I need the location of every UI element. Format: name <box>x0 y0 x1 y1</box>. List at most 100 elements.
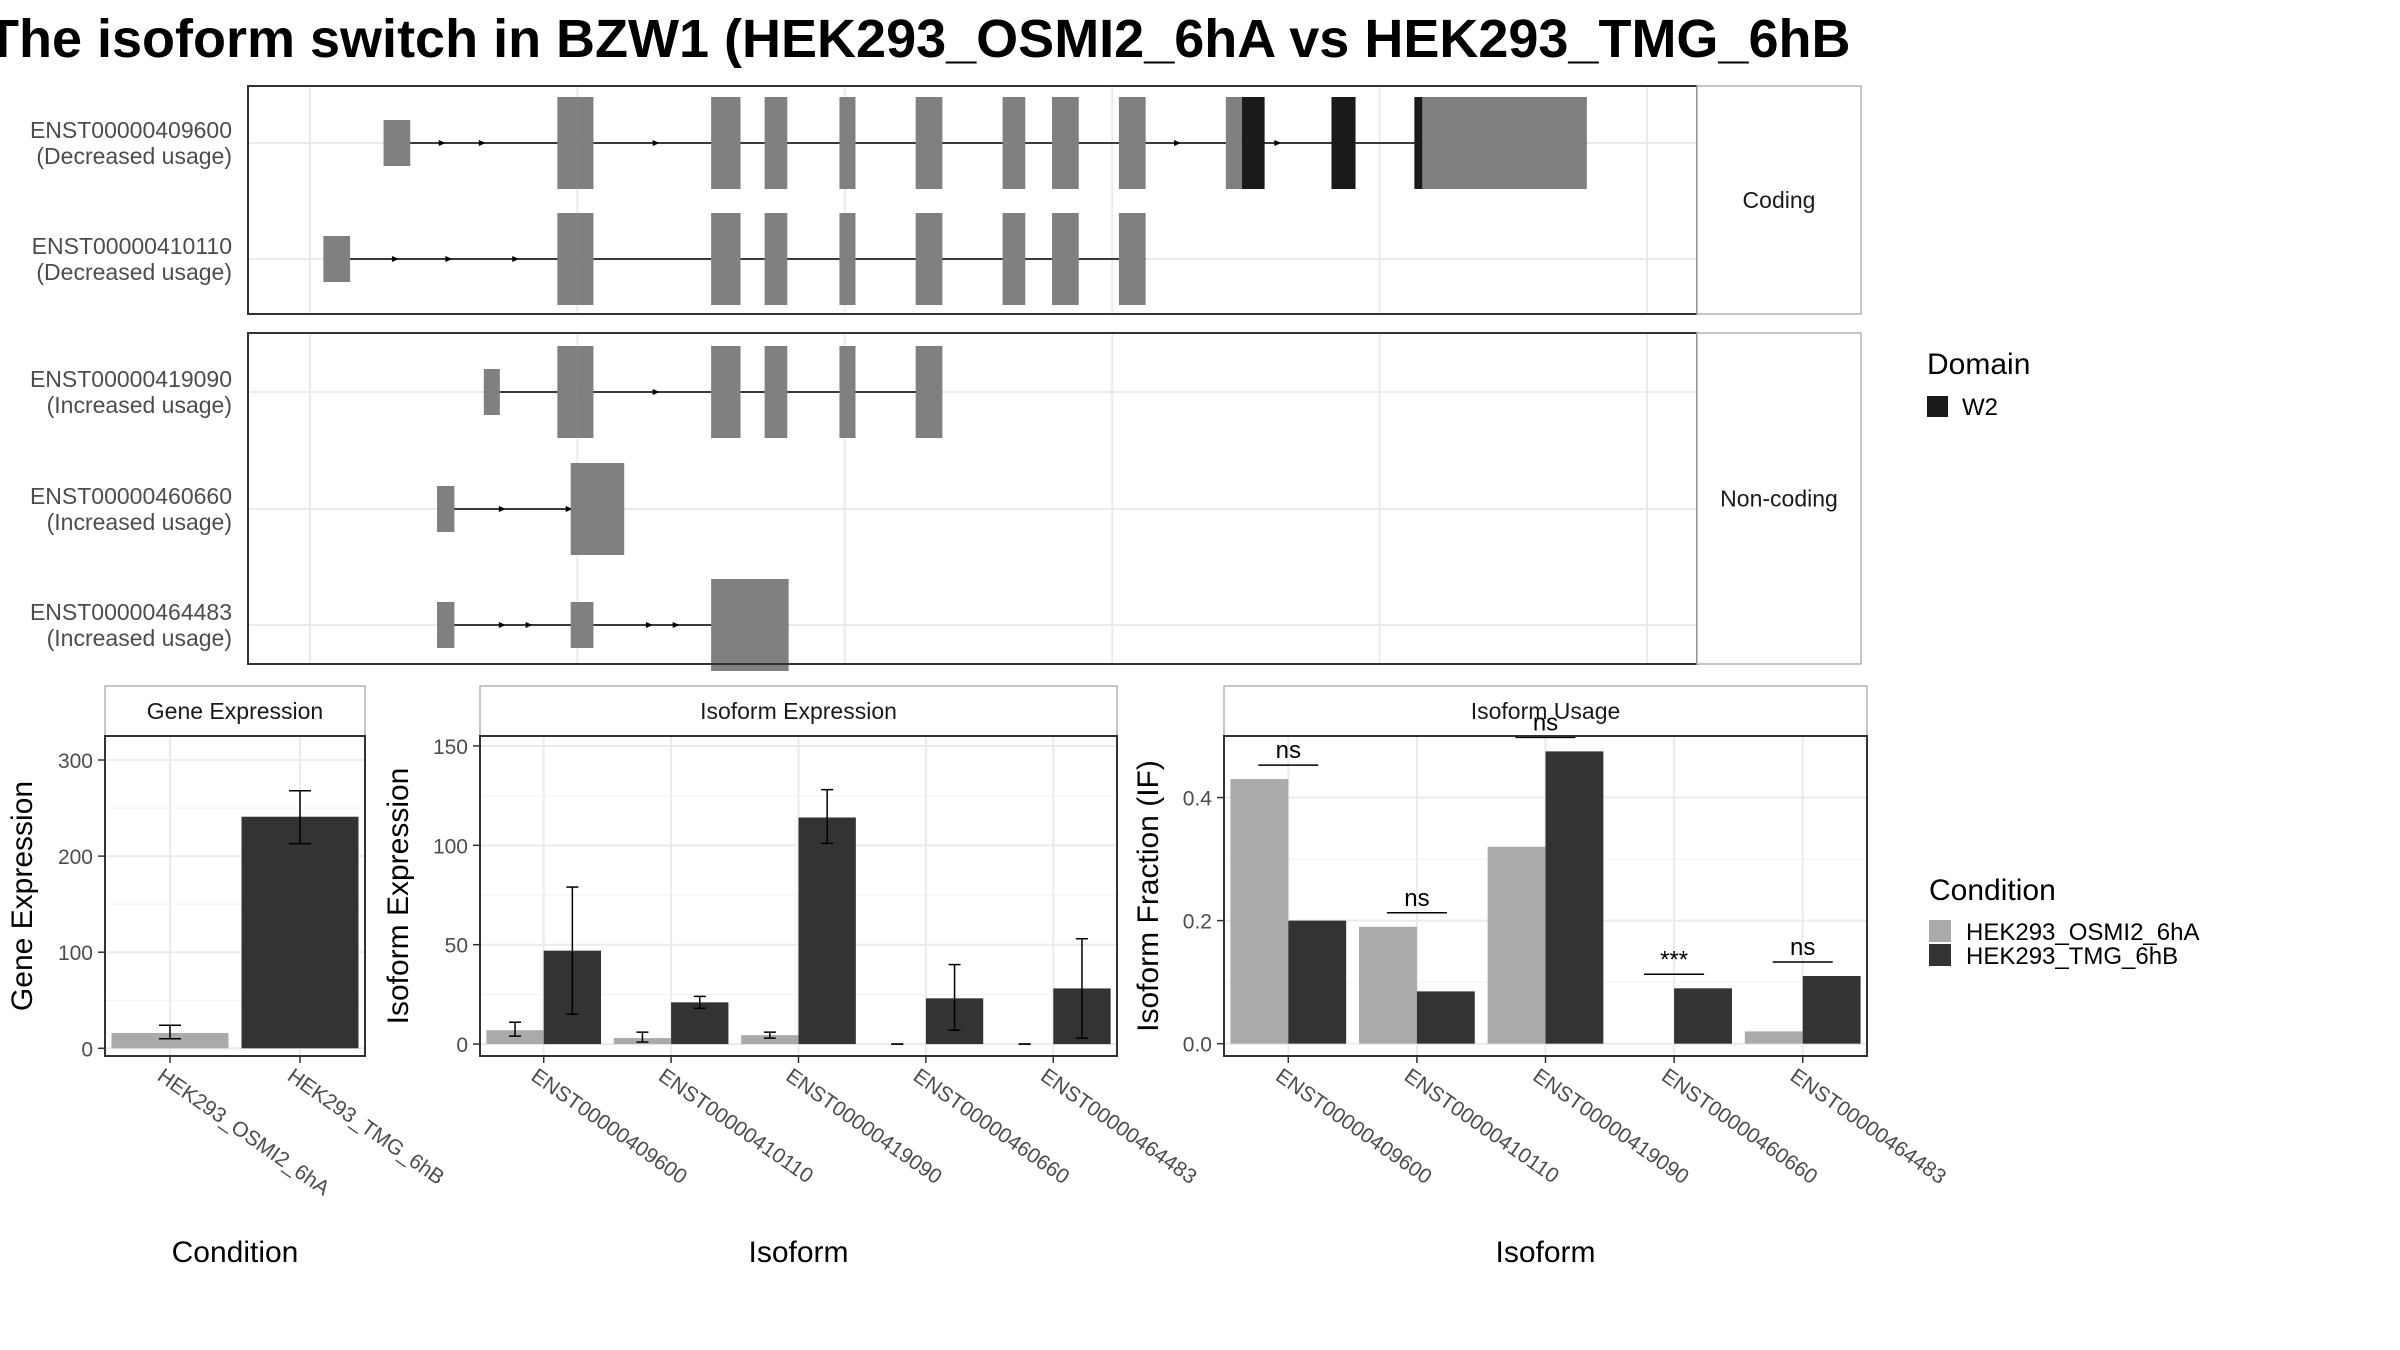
transcript-ENST00000460660: ENST00000460660(Increased usage) <box>30 463 625 555</box>
exon-block <box>711 97 741 189</box>
exon-block <box>839 213 856 305</box>
strand-arrow <box>652 140 660 146</box>
exon-block <box>711 213 741 305</box>
y-tick-label: 50 <box>445 935 468 958</box>
transcript-usage-label: (Decreased usage) <box>36 259 232 285</box>
exon-block <box>577 213 594 305</box>
y-tick-label: 100 <box>433 835 468 858</box>
exon-block <box>1422 97 1587 189</box>
condition-legend-label: HEK293_TMG_6hB <box>1966 943 2178 970</box>
bar <box>241 816 359 1049</box>
strand-arrow <box>445 256 453 262</box>
panel-border <box>104 735 366 1057</box>
x-axis-title: Condition <box>172 1236 299 1269</box>
strand-arrow <box>512 256 520 262</box>
group-strip <box>1696 332 1862 665</box>
strand-arrow <box>525 622 533 628</box>
bar <box>111 1032 229 1049</box>
transcript-ENST00000409600: ENST00000409600(Decreased usage) <box>30 97 1587 189</box>
exon-block <box>1002 97 1026 189</box>
exon-block <box>764 97 788 189</box>
strand-arrow <box>438 140 446 146</box>
y-tick-label: 0 <box>456 1034 468 1057</box>
condition-legend-key <box>1929 944 1951 966</box>
domain-block <box>1414 97 1423 189</box>
bar <box>1802 976 1861 1044</box>
exon-block <box>839 346 856 438</box>
panel-strip <box>1223 685 1868 737</box>
strand-arrow <box>652 389 660 395</box>
group-strip-label: Coding <box>1743 187 1816 213</box>
bar <box>1744 1031 1803 1044</box>
bar <box>671 1002 729 1045</box>
transcript-usage-label: (Increased usage) <box>47 509 232 535</box>
exon-block <box>1118 97 1146 189</box>
exon-block <box>915 213 943 305</box>
bar <box>1487 846 1546 1044</box>
strand-arrow <box>645 622 653 628</box>
strand-arrow <box>1274 140 1282 146</box>
exon-block <box>437 602 455 648</box>
exon-block <box>1118 213 1146 305</box>
x-axis-title: Isoform <box>748 1236 848 1269</box>
bar <box>1416 991 1475 1044</box>
domain-block <box>1241 97 1265 189</box>
exon-block <box>557 97 578 189</box>
strand-arrow <box>565 506 573 512</box>
transcript-usage-label: (Increased usage) <box>47 625 232 651</box>
exon-block <box>483 369 500 415</box>
exon-block <box>557 346 578 438</box>
bar <box>741 1035 799 1045</box>
exon-block <box>437 486 455 532</box>
strand-arrow <box>498 506 506 512</box>
panel-strip <box>479 685 1118 737</box>
significance-label: ns <box>1276 737 1301 764</box>
exon-block <box>915 97 943 189</box>
y-axis-title: Isoform Fraction (IF) <box>1132 760 1165 1032</box>
y-tick-label: 300 <box>58 750 93 773</box>
bar <box>1230 779 1289 1044</box>
exon-block <box>1002 213 1026 305</box>
group-strip-label: Non-coding <box>1720 486 1838 512</box>
panel-strip-title: Isoform Usage <box>1471 698 1621 724</box>
exon-block <box>323 236 351 282</box>
exon-block <box>711 579 789 671</box>
y-tick-label: 0.2 <box>1183 911 1212 934</box>
exon-block <box>577 97 594 189</box>
exon-block <box>383 120 411 166</box>
domain-block <box>1331 97 1356 189</box>
bar-panel-isoform-expression: Isoform Expression050100150ENST000004096… <box>382 685 1201 1269</box>
transcript-id-label: ENST00000419090 <box>30 366 232 392</box>
significance-label: ns <box>1533 709 1558 736</box>
bar <box>798 817 856 1045</box>
panel-strip-title: Isoform Expression <box>700 698 897 724</box>
exon-block <box>577 346 594 438</box>
x-axis-title: Isoform <box>1495 1236 1595 1269</box>
condition-legend-label: HEK293_OSMI2_6hA <box>1966 919 2199 946</box>
exon-block <box>1225 97 1242 189</box>
strand-arrow <box>391 256 399 262</box>
bar <box>1288 920 1347 1044</box>
transcript-id-label: ENST00000409600 <box>30 117 232 143</box>
exon-block <box>764 213 788 305</box>
transcript-id-label: ENST00000460660 <box>30 483 232 509</box>
domain-legend-label: W2 <box>1962 394 1998 421</box>
domain-legend-title: Domain <box>1927 348 2030 381</box>
strand-arrow <box>498 622 506 628</box>
strand-arrow <box>478 140 486 146</box>
group-strip <box>1696 85 1862 315</box>
exon-block <box>570 463 625 555</box>
strand-arrow <box>672 622 680 628</box>
condition-legend-key <box>1929 920 1951 942</box>
exon-block <box>570 602 594 648</box>
exon-block <box>1052 213 1079 305</box>
exon-block <box>764 346 788 438</box>
exon-block <box>711 346 741 438</box>
y-axis-title: Isoform Expression <box>382 768 415 1025</box>
y-axis-title: Gene Expression <box>6 781 39 1011</box>
transcript-ENST00000419090: ENST00000419090(Increased usage) <box>30 346 943 438</box>
bar <box>1359 926 1417 1044</box>
y-tick-label: 100 <box>58 942 93 965</box>
bar <box>1674 988 1732 1044</box>
transcript-usage-label: (Increased usage) <box>47 392 232 418</box>
